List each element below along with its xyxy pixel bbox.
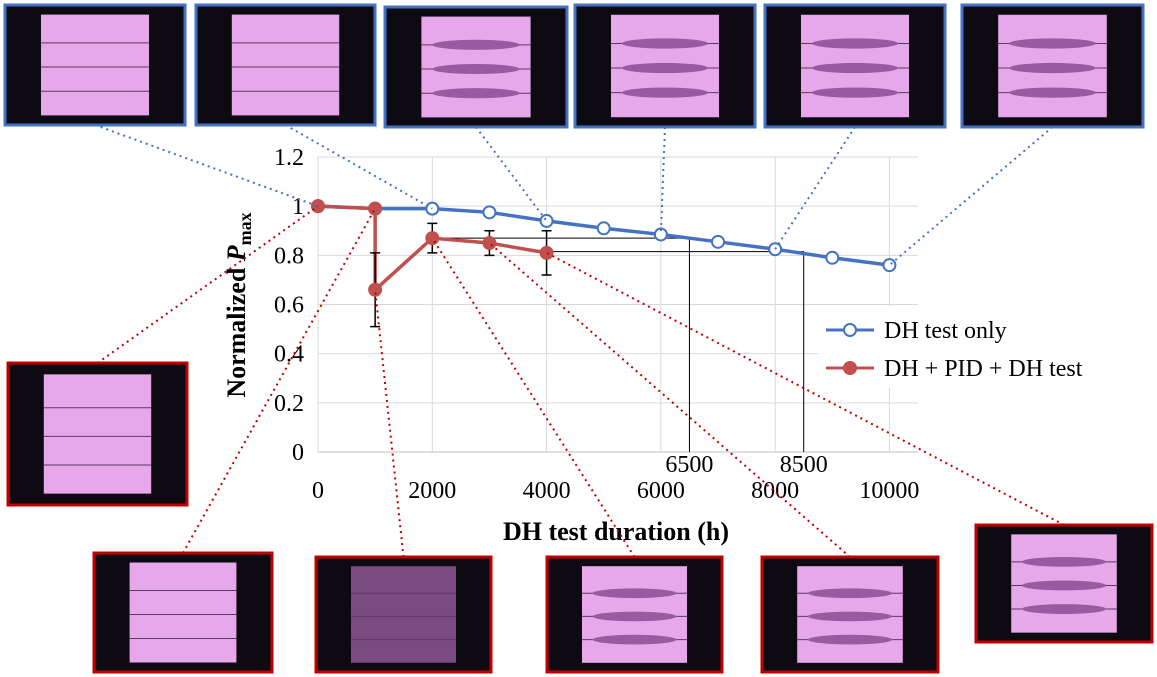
y-tick-label: 0.6 (274, 293, 304, 319)
legend-label: DH test only (884, 318, 1007, 344)
cell (351, 566, 456, 663)
y-tick-label: 1.2 (274, 145, 304, 171)
data-point (598, 222, 610, 234)
y-axis-title: Normalized Pmax (222, 212, 255, 397)
degradation (1009, 38, 1096, 48)
data-point (483, 206, 495, 218)
degradation (432, 88, 519, 98)
el-image (762, 557, 938, 672)
degradation (808, 612, 892, 622)
el-image (976, 525, 1152, 642)
figure: 00.20.40.60.811.202000400060008000100006… (0, 0, 1157, 677)
el-image (575, 5, 755, 127)
el-image (196, 5, 375, 125)
connector (547, 253, 1064, 525)
connector (889, 127, 1052, 265)
connector (489, 243, 850, 557)
el-image (547, 557, 722, 672)
degradation (1022, 581, 1106, 591)
y-title-var: P (222, 244, 251, 262)
y-title-text: Normalized (222, 261, 251, 397)
cell (130, 563, 237, 663)
legend-label: DH + PID + DH test (884, 356, 1083, 382)
x-tick-label: 8000 (751, 478, 799, 504)
degradation (593, 612, 677, 622)
legend-marker (844, 324, 856, 336)
annotation-label: 8500 (780, 452, 828, 478)
el-image (385, 7, 567, 127)
connector (375, 290, 403, 557)
degradation (1009, 63, 1096, 73)
cell (232, 15, 339, 116)
y-tick-label: 0.8 (274, 243, 304, 269)
degradation (812, 63, 898, 73)
degradation (812, 88, 898, 98)
degradation (808, 635, 892, 645)
annotation-label: 6500 (665, 452, 713, 478)
degradation (812, 38, 898, 48)
connector (775, 127, 855, 249)
degradation (1022, 604, 1106, 614)
annotation-line (547, 252, 804, 452)
x-axis-title: DH test duration (h) (503, 517, 729, 546)
y-title-sub: max (235, 212, 255, 245)
x-tick-label: 0 (312, 478, 324, 504)
x-tick-label: 4000 (523, 478, 571, 504)
el-image (962, 5, 1143, 127)
el-image (94, 553, 272, 672)
annotation-line (432, 238, 689, 452)
connector (432, 238, 634, 557)
degradation (808, 588, 892, 598)
connector (286, 125, 433, 209)
el-image (8, 363, 187, 505)
el-image (765, 5, 945, 127)
connector (98, 206, 319, 363)
x-tick-label: 10000 (859, 478, 919, 504)
degradation (1022, 557, 1106, 567)
degradation (593, 635, 677, 645)
degradation (622, 63, 708, 73)
degradation (432, 64, 519, 74)
degradation (622, 88, 708, 98)
legend-marker (844, 362, 856, 374)
degradation (1009, 88, 1096, 98)
degradation (622, 38, 708, 48)
y-tick-label: 0.2 (274, 391, 304, 417)
data-point (712, 236, 724, 248)
data-point (826, 252, 838, 264)
x-tick-label: 2000 (408, 478, 456, 504)
el-image (316, 557, 491, 672)
degradation (593, 588, 677, 598)
cell (44, 374, 151, 493)
connector (661, 127, 665, 234)
cell (41, 15, 149, 116)
degradation (432, 40, 519, 50)
x-tick-label: 6000 (637, 478, 685, 504)
el-image (5, 5, 185, 125)
y-tick-label: 0 (292, 440, 304, 466)
